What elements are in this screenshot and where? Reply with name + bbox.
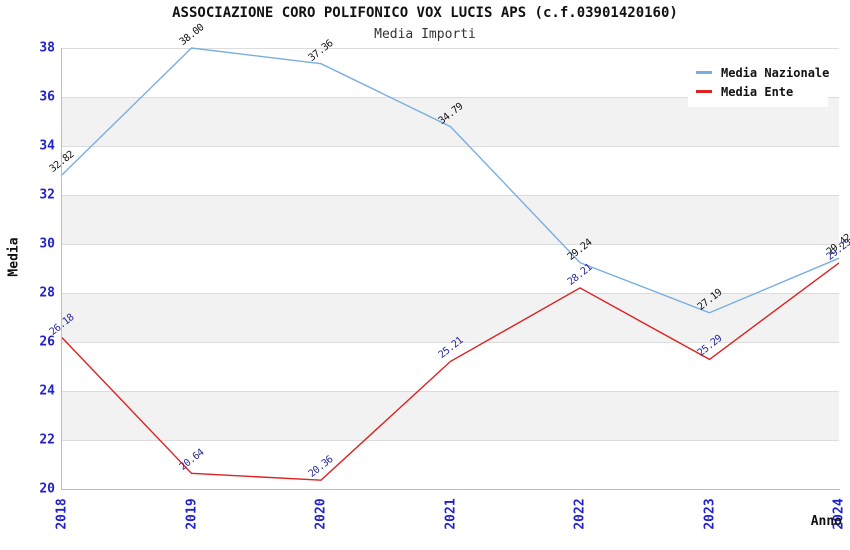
y-tick-label: 38: [39, 40, 55, 56]
point-label-anchor: 20.36: [307, 454, 336, 480]
x-tick-label: 2018: [54, 498, 70, 530]
point-label-anchor: 32.82: [48, 149, 77, 175]
y-axis-title: Media: [6, 237, 22, 277]
band: [62, 195, 839, 244]
y-tick-label: 26: [39, 334, 55, 350]
point-label-anchor: 38.00: [177, 22, 206, 48]
point-label-anchor: 27.19: [695, 287, 724, 313]
legend-item-media-nazionale: Media Nazionale: [696, 63, 829, 82]
y-tick-label: 20: [39, 481, 55, 497]
gridline: [62, 48, 839, 49]
y-tick-label: 30: [39, 236, 55, 252]
point-label-anchor: 34.79: [436, 101, 465, 127]
y-tick-label: 24: [39, 383, 55, 399]
point-label-anchor: 29.23: [825, 237, 850, 263]
x-tick-label: 2022: [572, 498, 588, 530]
series-line-media-nazionale: [61, 47, 840, 314]
legend-label: Media Nazionale: [721, 65, 830, 80]
point-label-anchor: 26.18: [48, 312, 77, 338]
series-line-media-ente: [61, 262, 840, 481]
x-tick-label: 2023: [702, 498, 717, 530]
band: [62, 391, 839, 440]
x-tick-label: 2019: [184, 498, 199, 530]
band: [62, 293, 839, 342]
series-lines: [61, 47, 840, 481]
y-tick-label: 22: [39, 432, 55, 448]
gridline: [62, 440, 839, 441]
gridline: [62, 244, 839, 245]
point-label-anchor: 37.36: [307, 38, 336, 64]
x-tick-label: 2021: [443, 498, 458, 530]
x-axis-title: Anno: [810, 514, 842, 529]
y-tick-label: 32: [39, 187, 55, 203]
legend-line-swatch-red: [696, 90, 712, 93]
y-axis-line: [61, 48, 62, 490]
y-tick-label: 36: [39, 89, 55, 105]
x-tick-label: 2020: [313, 498, 329, 530]
point-label-anchor: 28.21: [566, 262, 595, 288]
y-tick-label: 34: [39, 138, 55, 154]
point-label-anchor: 25.29: [695, 334, 724, 360]
point-label-anchor: 20.64: [177, 447, 206, 473]
legend-label: Media Ente: [721, 84, 794, 99]
legend-item-media-ente: Media Ente: [696, 82, 822, 101]
point-label-anchor: 25.21: [436, 336, 465, 362]
x-axis-line: [61, 489, 840, 490]
y-tick-label: 28: [39, 285, 55, 301]
gridline: [62, 342, 839, 343]
point-label-anchor: 29.24: [566, 237, 595, 263]
plot-area: 32.82 38.00 37.36 34.79 29.24 27.19 29.42 26.18…: [48, 22, 850, 490]
gridline: [62, 293, 839, 294]
chart-title: ASSOCIAZIONE CORO POLIFONICO VOX LUCIS A…: [172, 5, 678, 21]
legend-line-swatch-blue: [696, 71, 712, 74]
gridline: [62, 97, 839, 98]
gridline: [62, 391, 839, 392]
chart-subtitle: Media Importi: [374, 27, 476, 42]
gridline: [62, 195, 839, 196]
legend: Media Nazionale Media Ente: [688, 56, 829, 107]
gridline: [62, 146, 839, 147]
